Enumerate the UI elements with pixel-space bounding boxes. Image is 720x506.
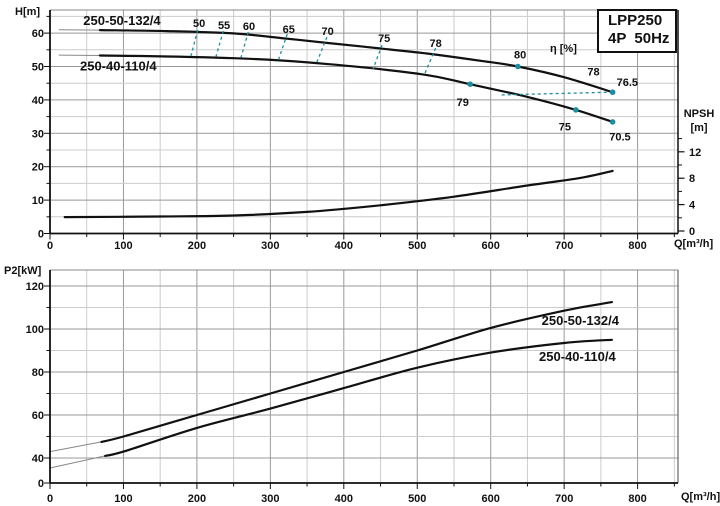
y-tick-label: 40	[32, 95, 44, 107]
y-tick-label: 50	[32, 62, 44, 74]
efficiency-dash-line	[316, 36, 328, 64]
npsh-axis-label: NPSH	[683, 108, 715, 120]
curve-label: 250-40-110/4	[80, 59, 157, 74]
efficiency-label: 60	[243, 21, 255, 33]
npsh-tick-label: 12	[689, 147, 701, 159]
x-tick-label: 0	[47, 240, 53, 252]
efficiency-label: 76.5	[617, 77, 638, 89]
y-tick-label: 10	[32, 195, 44, 207]
x-tick-label: 300	[261, 493, 279, 505]
efficiency-label: 75	[559, 122, 571, 134]
efficiency-dash-line	[501, 91, 611, 96]
x-tick-label: 600	[482, 240, 500, 252]
y-tick-label: 40	[32, 453, 44, 465]
title-box: LPP250 4P 50Hz	[597, 9, 677, 53]
curve-label: 250-50-132/4	[542, 313, 620, 328]
curve-label: 250-50-132/4	[83, 13, 161, 28]
efficiency-label: 55	[218, 20, 230, 32]
y-tick-label: 100	[26, 324, 44, 336]
efficiency-label: 80	[514, 49, 526, 61]
x-tick-label: 700	[555, 493, 573, 505]
npsh-tick-label: 4	[689, 200, 696, 212]
efficiency-marker	[609, 89, 616, 96]
efficiency-dash-line	[277, 33, 288, 61]
y-tick-label: 60	[32, 410, 44, 422]
flow-axis-label-bottom: Q[m³/h]	[681, 491, 720, 503]
x-tick-label: 0	[47, 493, 53, 505]
efficiency-label: 78	[429, 38, 441, 50]
x-tick-label: 100	[114, 240, 132, 252]
efficiency-dash-line	[372, 44, 383, 70]
efficiency-label: 75	[378, 33, 390, 45]
y-tick-label: 0	[38, 229, 44, 241]
curve-250-40-110-4	[104, 338, 613, 457]
efficiency-marker	[609, 119, 616, 125]
npsh-tick-label: 0	[689, 226, 695, 238]
curve-label: 250-40-110/4	[539, 349, 616, 364]
power-chart: 0 100 200 300 400 500 600 700 800 0 40 60 80 100 120 25…	[26, 269, 679, 505]
efficiency-label: 79	[457, 97, 469, 109]
x-tick-label: 800	[628, 493, 646, 505]
y-tick-label: 80	[32, 367, 44, 379]
efficiency-marker	[467, 81, 473, 88]
pump-speed-subtitle: 4P 50Hz	[608, 30, 670, 48]
efficiency-dash-line	[190, 29, 199, 56]
x-tick-label: 400	[335, 240, 353, 252]
x-tick-label: 300	[261, 240, 279, 252]
curve-lead-250-40-110-4	[49, 455, 106, 469]
x-tick-label: 500	[408, 240, 426, 252]
x-tick-label: 400	[335, 493, 353, 505]
efficiency-label: 70.5	[609, 132, 630, 144]
npsh-tick-label: 8	[689, 173, 695, 185]
y-tick-label: 60	[32, 28, 44, 40]
x-tick-label: 200	[188, 493, 206, 505]
efficiency-label: η [%]	[550, 43, 577, 55]
head-chart: 0 100 200 300 400 500 600 700 800010203040506004…	[32, 9, 701, 252]
pump-type-title: LPP250	[608, 12, 663, 29]
npsh-axis-unit: [m]	[690, 122, 708, 134]
y-tick-label: 0	[38, 478, 44, 490]
curve-250-40-110-4	[98, 54, 614, 123]
efficiency-marker	[573, 107, 579, 113]
y-tick-label: 30	[32, 128, 44, 140]
curve-NPSH	[63, 169, 614, 219]
flow-axis-label-top: Q[m³/h]	[674, 238, 714, 250]
efficiency-label: 70	[322, 26, 334, 38]
efficiency-marker	[515, 63, 521, 70]
curve-lead-250-50-132-4	[49, 441, 102, 453]
x-tick-label: 100	[114, 493, 132, 505]
curve-250-50-132-4	[98, 29, 614, 94]
power-axis-label: P2[kW]	[4, 265, 42, 277]
efficiency-label: 65	[283, 24, 295, 36]
curve-250-50-132-4	[100, 301, 613, 443]
x-tick-label: 800	[628, 240, 646, 252]
efficiency-dash-line	[215, 30, 224, 57]
x-tick-label: 600	[482, 493, 500, 505]
x-tick-label: 500	[408, 493, 426, 505]
efficiency-label: 50	[193, 18, 205, 30]
efficiency-dash-line	[240, 31, 249, 58]
efficiency-label: 78	[587, 67, 599, 79]
head-axis-label: H[m]	[15, 6, 41, 18]
x-tick-label: 200	[188, 240, 206, 252]
y-tick-label: 120	[26, 281, 44, 293]
y-tick-label: 20	[32, 162, 44, 174]
efficiency-dash-line	[423, 47, 437, 75]
x-tick-label: 700	[555, 240, 573, 252]
